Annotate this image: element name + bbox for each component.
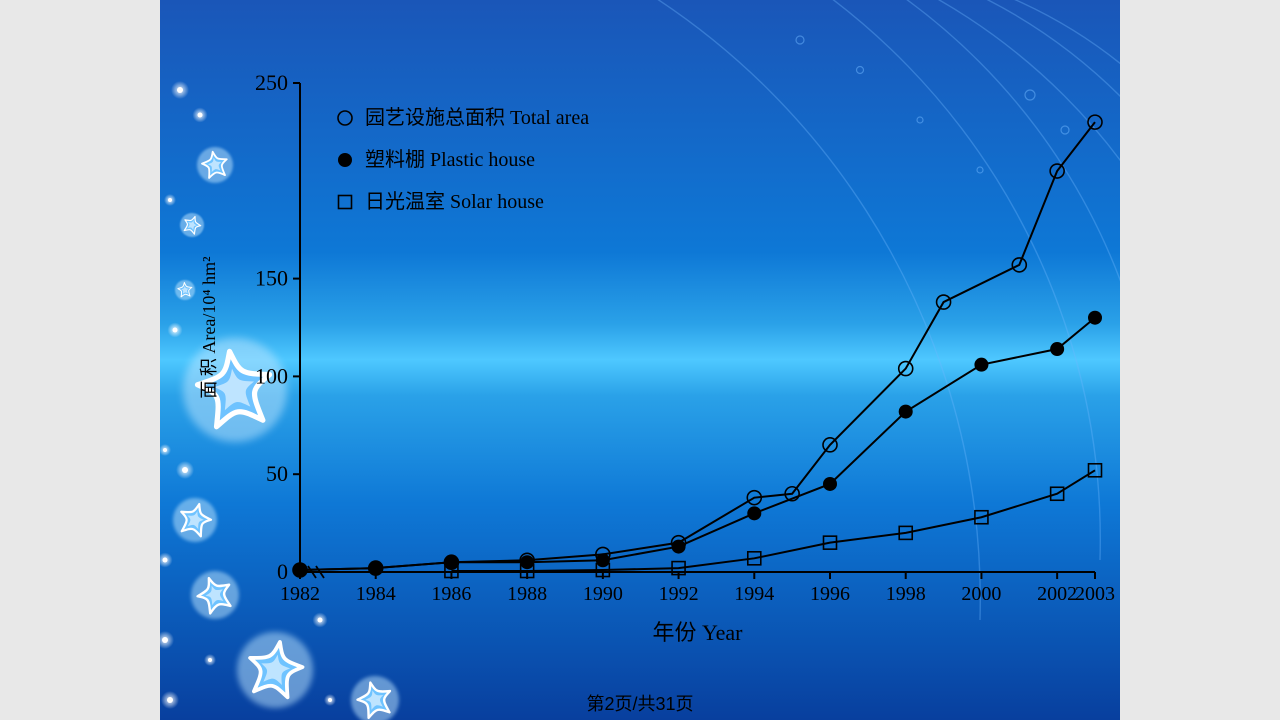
svg-text:1982: 1982 <box>280 583 320 605</box>
slide-stage: 0 50 100 150 250 1982 1984 1986 1988 1990 1992 1994… <box>160 0 1120 720</box>
svg-text:1990: 1990 <box>583 583 623 605</box>
page-indicator: 第2页/共31页 <box>586 694 693 714</box>
svg-text:100: 100 <box>255 363 288 388</box>
svg-text:园艺设施总面积 Total area: 园艺设施总面积 Total area <box>365 106 589 129</box>
svg-text:1988: 1988 <box>507 583 547 605</box>
svg-text:2002: 2002 <box>1037 583 1077 605</box>
svg-text:年份 Year: 年份 Year <box>652 620 743 645</box>
svg-text:250: 250 <box>255 70 288 95</box>
series-plastic <box>293 311 1102 577</box>
line-chart: 0 50 100 150 250 1982 1984 1986 1988 1990 1992 1994… <box>160 0 1120 720</box>
series-total <box>293 115 1102 577</box>
svg-text:2000: 2000 <box>961 583 1001 605</box>
svg-text:1986: 1986 <box>431 583 471 605</box>
svg-text:150: 150 <box>255 266 288 291</box>
svg-text:塑料棚 Plastic house: 塑料棚 Plastic house <box>365 148 535 171</box>
svg-text:日光温室 Solar house: 日光温室 Solar house <box>365 190 544 213</box>
svg-text:1992: 1992 <box>659 583 699 605</box>
svg-text:50: 50 <box>266 461 288 486</box>
svg-text:1984: 1984 <box>356 583 396 605</box>
svg-text:1996: 1996 <box>810 583 850 605</box>
svg-text:2003: 2003 <box>1075 583 1115 605</box>
svg-text:1994: 1994 <box>734 583 774 605</box>
svg-text:0: 0 <box>277 559 288 584</box>
series-solar <box>445 464 1102 578</box>
svg-text:1998: 1998 <box>886 583 926 605</box>
svg-text:面 积 Area/10⁴ hm²: 面 积 Area/10⁴ hm² <box>199 256 219 398</box>
page-footer: 第2页/共31页 <box>160 690 1120 716</box>
